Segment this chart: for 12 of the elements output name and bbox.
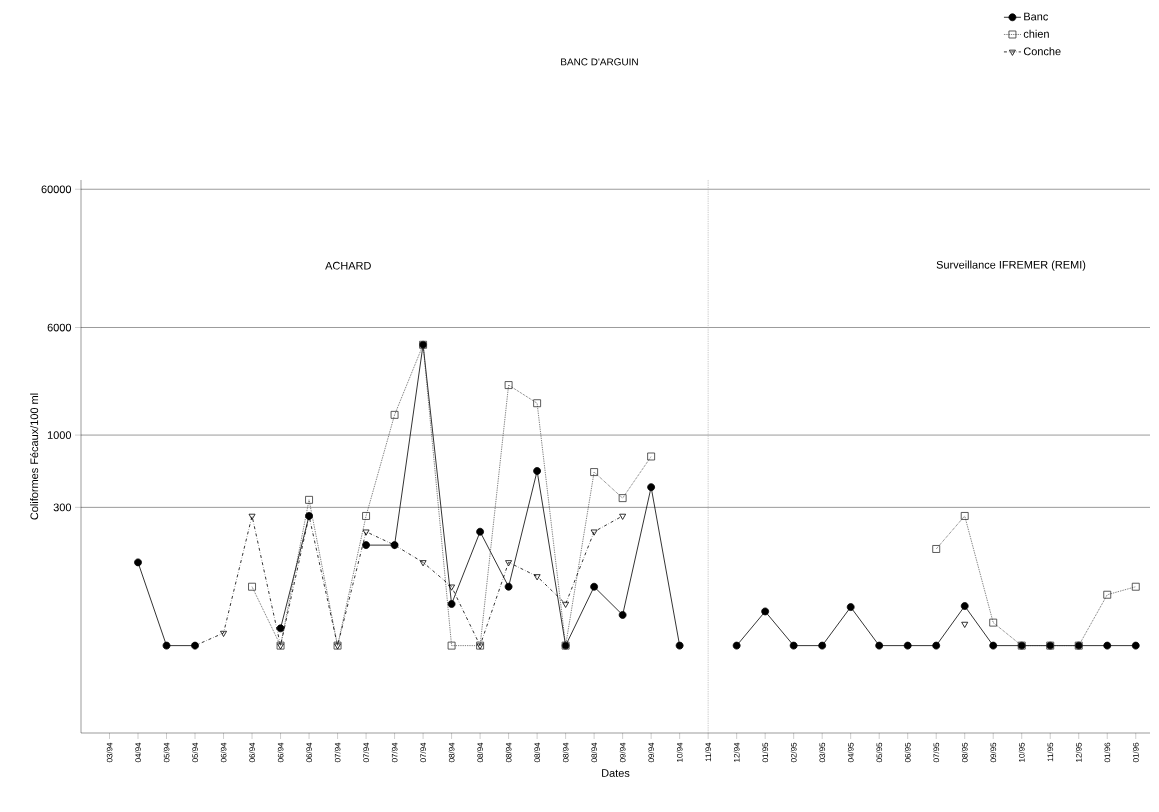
y-axis-title: Coliformes Fécaux/100 ml: [30, 393, 39, 520]
annotation: ACHARD: [325, 261, 371, 270]
y-tick-label: 300: [53, 503, 72, 512]
annotation: Surveillance IFREMER (REMI): [936, 260, 1086, 271]
legend-label: chien: [1023, 29, 1049, 38]
y-tick-label: 60000: [41, 185, 72, 194]
chart-title: BANC D'ARGUIN: [561, 58, 638, 66]
legend-label: Banc: [1024, 12, 1049, 21]
x-axis-title: Dates: [602, 769, 630, 777]
y-tick-label: 6000: [47, 323, 72, 332]
legend-label: Conche: [1023, 47, 1061, 56]
y-tick-label: 1000: [47, 431, 72, 439]
